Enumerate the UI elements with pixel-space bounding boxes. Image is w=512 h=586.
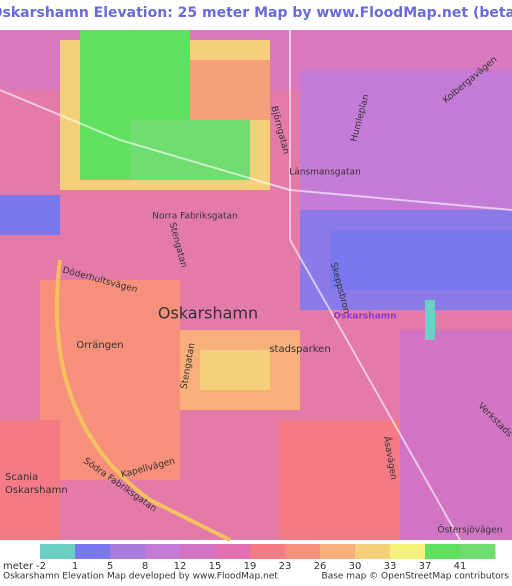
legend-label: 37 [419, 561, 432, 572]
footer-left: Oskarshamn Elevation Map developed by ww… [3, 572, 278, 582]
legend-label: 19 [244, 561, 257, 572]
place-label: Norra Fabriksgatan [152, 212, 238, 222]
legend-swatch [110, 544, 146, 559]
legend-swatch [215, 544, 251, 559]
place-label: Oskarshamn [5, 485, 68, 496]
legend-swatch [390, 544, 426, 559]
legend-min: -2 [36, 561, 46, 572]
footer-right: Base map © OpenStreetMap contributors [322, 572, 510, 582]
place-label: Länsmansgatan [289, 168, 361, 178]
title: Oskarshamn Elevation: 25 meter Map by ww… [0, 5, 512, 21]
legend-swatch [75, 544, 111, 559]
legend-label: 41 [454, 561, 467, 572]
legend-label: 30 [349, 561, 362, 572]
legend: meter -2 1 5 8 12 15 19 23 26 30 33 37 41 [3, 544, 496, 572]
legend-label: 5 [107, 561, 113, 572]
legend-swatch [250, 544, 286, 559]
place-label: Orrängen [76, 340, 123, 351]
legend-swatch [355, 544, 391, 559]
legend-label: 33 [384, 561, 397, 572]
legend-label: 1 [72, 561, 78, 572]
legend-label: 23 [279, 561, 292, 572]
legend-label: 15 [209, 561, 222, 572]
legend-swatch [320, 544, 356, 559]
legend-label: 26 [314, 561, 327, 572]
place-label: Oskarshamn [158, 304, 258, 323]
legend-swatch [460, 544, 496, 559]
place-label: stadsparken [269, 344, 330, 355]
place-label: Oskarshamn [333, 312, 396, 322]
legend-swatch [285, 544, 321, 559]
legend-swatch [40, 544, 76, 559]
legend-label: 8 [142, 561, 148, 572]
map [0, 30, 512, 542]
place-label: Östersjövägen [437, 525, 502, 536]
legend-label: 12 [174, 561, 187, 572]
place-label: Scania [5, 472, 38, 483]
legend-swatch [180, 544, 216, 559]
legend-swatch [145, 544, 181, 559]
legend-unit: meter [3, 561, 34, 572]
legend-swatch [425, 544, 461, 559]
